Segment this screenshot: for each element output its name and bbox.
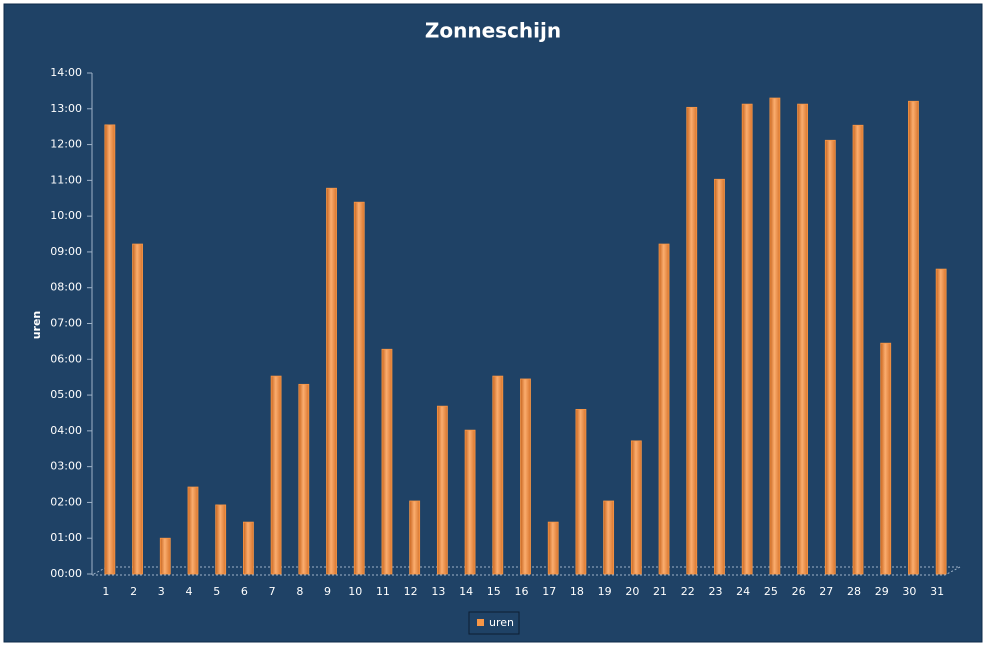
bar	[603, 500, 615, 575]
bar	[880, 342, 892, 575]
bar	[852, 124, 864, 575]
bar	[215, 504, 227, 575]
x-tick-label: 19	[598, 585, 612, 598]
bar	[797, 103, 808, 575]
x-tick-label: 20	[625, 585, 639, 598]
bar	[436, 405, 448, 575]
y-tick-label: 06:00	[50, 352, 82, 365]
bar	[741, 103, 753, 575]
x-tick-label: 29	[875, 585, 889, 598]
x-tick-label: 22	[681, 585, 695, 598]
x-tick-label: 10	[348, 585, 362, 598]
y-tick-label: 12:00	[50, 138, 82, 151]
x-tick-label: 3	[158, 585, 165, 598]
bar	[686, 106, 698, 575]
x-tick-label: 16	[515, 585, 529, 598]
x-tick-label: 31	[930, 585, 944, 598]
legend-label: uren	[489, 616, 514, 629]
y-tick-label: 01:00	[50, 531, 82, 544]
bar	[243, 521, 254, 575]
y-tick-label: 07:00	[50, 317, 82, 330]
bar	[298, 383, 310, 575]
bar	[520, 378, 531, 575]
x-tick-label: 2	[130, 585, 137, 598]
x-tick-label: 25	[764, 585, 778, 598]
floor	[91, 566, 961, 576]
bar	[492, 375, 504, 575]
x-tick-label: 11	[376, 585, 390, 598]
x-tick-label: 26	[792, 585, 806, 598]
bar	[353, 201, 365, 575]
x-tick-label: 1	[102, 585, 109, 598]
x-tick-label: 28	[847, 585, 861, 598]
y-axis-title: uren	[30, 311, 43, 340]
y-tick-label: 04:00	[50, 424, 82, 437]
y-tick-label: 13:00	[50, 102, 82, 115]
y-tick-label: 00:00	[50, 567, 82, 580]
x-tick-label: 8	[296, 585, 303, 598]
y-tick-label: 02:00	[50, 495, 82, 508]
bar	[409, 500, 421, 575]
y-tick-label: 03:00	[50, 460, 82, 473]
x-tick-label: 9	[324, 585, 331, 598]
x-tick-label: 12	[404, 585, 418, 598]
bar	[714, 178, 725, 575]
x-tick-label: 6	[241, 585, 248, 598]
bar	[824, 139, 836, 575]
y-tick-label: 11:00	[50, 173, 82, 186]
x-tick-label: 14	[459, 585, 473, 598]
legend-box	[468, 611, 520, 635]
bar	[575, 408, 587, 575]
bar	[630, 440, 642, 575]
x-tick-label: 30	[902, 585, 916, 598]
bar	[132, 243, 143, 575]
y-tick-label: 08:00	[50, 281, 82, 294]
x-tick-label: 4	[185, 585, 192, 598]
x-tick-label: 23	[708, 585, 722, 598]
y-tick-label: 14:00	[50, 66, 82, 79]
x-tick-label: 18	[570, 585, 584, 598]
bar	[547, 521, 559, 575]
bar	[908, 100, 919, 575]
y-tick-label: 09:00	[50, 245, 82, 258]
chart-title: Zonneschijn	[425, 19, 561, 43]
bar	[159, 537, 171, 575]
bar	[104, 124, 116, 575]
legend-swatch	[477, 619, 484, 626]
x-tick-label: 7	[269, 585, 276, 598]
bar	[464, 429, 476, 575]
y-tick-label: 10:00	[50, 209, 82, 222]
x-tick-label: 17	[542, 585, 556, 598]
x-tick-label: 24	[736, 585, 750, 598]
bar	[658, 243, 670, 575]
x-tick-label: 15	[487, 585, 501, 598]
bar	[381, 348, 393, 575]
bar	[326, 187, 337, 575]
bar	[270, 375, 282, 575]
bar	[187, 486, 199, 575]
x-tick-label: 13	[431, 585, 445, 598]
bar	[935, 268, 947, 575]
x-tick-label: 5	[213, 585, 220, 598]
y-tick-label: 05:00	[50, 388, 82, 401]
x-tick-label: 21	[653, 585, 667, 598]
x-tick-label: 27	[819, 585, 833, 598]
bar	[769, 97, 781, 575]
